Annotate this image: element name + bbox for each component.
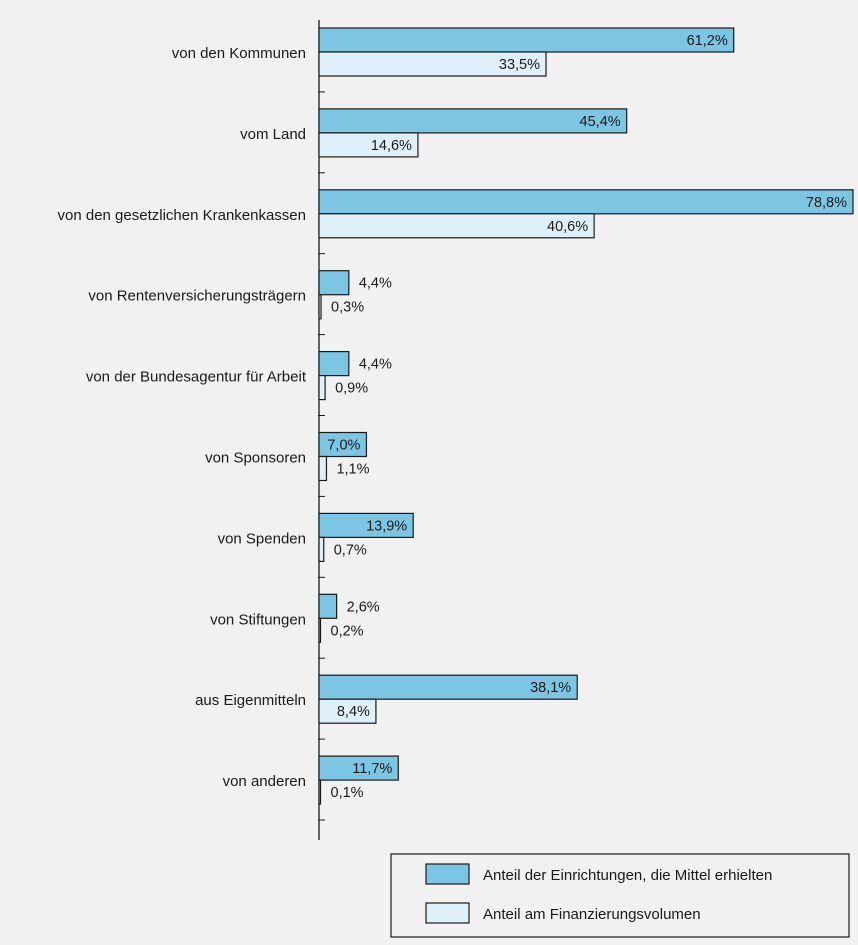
legend-label: Anteil am Finanzierungsvolumen <box>483 906 701 923</box>
data-label: 33,5% <box>499 57 540 73</box>
data-label: 0,9% <box>335 381 368 397</box>
bar-finanzierungsvolumen <box>318 213 595 239</box>
bar-finanzierungsvolumen <box>318 375 326 401</box>
bar-finanzierungsvolumen <box>318 536 325 563</box>
bar-einrichtungen <box>318 431 368 458</box>
category-label: von Rentenversicherungsträgern <box>88 288 306 305</box>
data-label: 40,6% <box>547 219 588 235</box>
data-label: 1,1% <box>336 462 369 478</box>
data-label: 0,2% <box>331 623 364 639</box>
bar-finanzierungsvolumen <box>318 294 322 320</box>
category-label: von anderen <box>223 773 306 790</box>
bar-einrichtungen <box>318 755 399 781</box>
category-label: von den gesetzlichen Krankenkassen <box>58 207 307 224</box>
data-label: 78,8% <box>806 195 847 211</box>
data-label: 4,4% <box>359 357 392 373</box>
data-label: 38,1% <box>530 680 571 696</box>
data-label: 0,1% <box>331 785 364 801</box>
category-label: von Spenden <box>218 530 306 547</box>
data-label: 14,6% <box>371 138 412 154</box>
data-label: 8,4% <box>337 704 370 720</box>
legend-label: Anteil der Einrichtungen, die Mittel erh… <box>483 867 772 884</box>
data-label: 61,2% <box>687 33 728 49</box>
bar-finanzierungsvolumen <box>318 779 322 805</box>
bar-einrichtungen <box>318 27 735 53</box>
category-label: von der Bundesagentur für Arbeit <box>86 369 307 386</box>
bar-einrichtungen <box>318 674 578 700</box>
data-label: 13,9% <box>366 518 407 534</box>
data-label: 0,7% <box>334 542 367 558</box>
bar-finanzierungsvolumen <box>318 698 377 724</box>
bar-einrichtungen <box>318 189 854 215</box>
bar-finanzierungsvolumen <box>318 51 547 77</box>
category-label: vom Land <box>240 126 306 143</box>
category-label: aus Eigenmitteln <box>195 692 306 709</box>
data-label: 7,0% <box>327 438 360 454</box>
category-label: von den Kommunen <box>172 45 306 62</box>
bar-einrichtungen <box>318 351 350 377</box>
bar-einrichtungen <box>318 270 350 296</box>
data-label: 2,6% <box>347 599 380 615</box>
data-label: 45,4% <box>580 114 621 130</box>
category-label: von Sponsoren <box>205 450 306 467</box>
data-label: 0,3% <box>331 300 364 316</box>
data-label: 4,4% <box>359 276 392 292</box>
bar-einrichtungen <box>318 108 628 134</box>
bar-finanzierungsvolumen <box>318 617 322 643</box>
bar-finanzierungsvolumen <box>318 455 328 482</box>
bar-einrichtungen <box>318 593 338 619</box>
legend-swatch <box>425 902 470 924</box>
bar-finanzierungsvolumen <box>318 132 419 158</box>
legend-swatch <box>425 863 470 885</box>
data-label: 11,7% <box>352 761 392 777</box>
bar-einrichtungen <box>318 512 414 539</box>
category-label: von Stiftungen <box>210 611 306 628</box>
